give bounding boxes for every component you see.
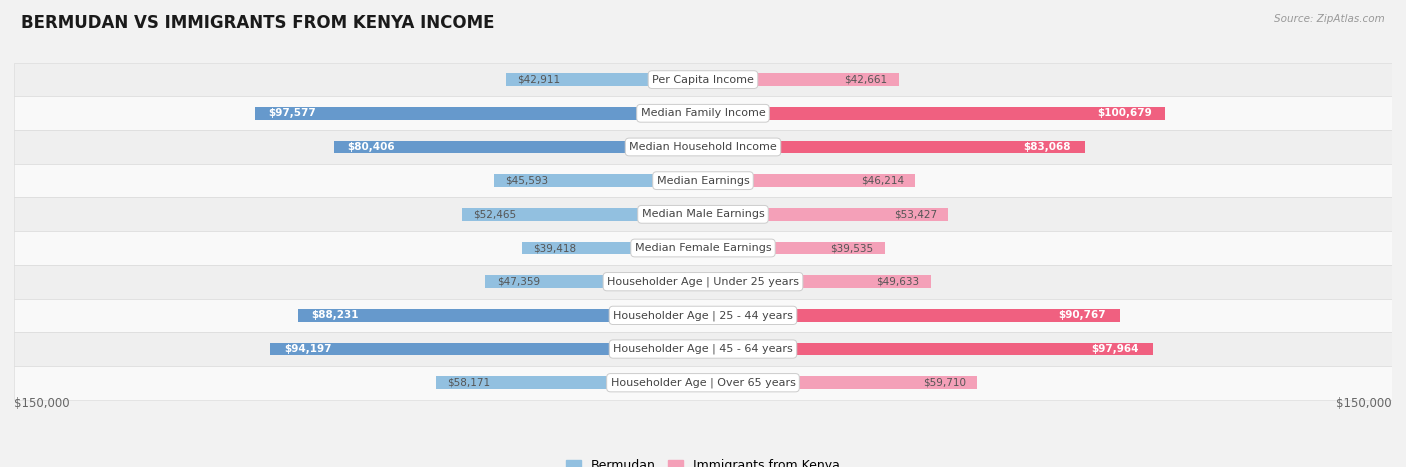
- FancyBboxPatch shape: [14, 164, 1392, 198]
- Text: $39,418: $39,418: [533, 243, 576, 253]
- Text: $58,171: $58,171: [447, 378, 491, 388]
- FancyBboxPatch shape: [14, 97, 1392, 130]
- Text: $46,214: $46,214: [860, 176, 904, 186]
- Text: Median Household Income: Median Household Income: [628, 142, 778, 152]
- Text: $150,000: $150,000: [1336, 397, 1392, 410]
- Bar: [703, 275, 931, 288]
- Text: Householder Age | Over 65 years: Householder Age | Over 65 years: [610, 377, 796, 388]
- FancyBboxPatch shape: [14, 366, 1392, 400]
- FancyBboxPatch shape: [14, 298, 1392, 332]
- Bar: [703, 107, 1166, 120]
- Bar: [270, 343, 703, 355]
- Text: Median Female Earnings: Median Female Earnings: [634, 243, 772, 253]
- Text: $52,465: $52,465: [474, 209, 516, 219]
- Text: $59,710: $59,710: [922, 378, 966, 388]
- Bar: [436, 376, 703, 389]
- Text: BERMUDAN VS IMMIGRANTS FROM KENYA INCOME: BERMUDAN VS IMMIGRANTS FROM KENYA INCOME: [21, 14, 495, 32]
- FancyBboxPatch shape: [14, 332, 1392, 366]
- Text: $42,661: $42,661: [845, 75, 887, 85]
- Text: $47,359: $47,359: [496, 276, 540, 287]
- Text: $94,197: $94,197: [284, 344, 332, 354]
- Text: $97,964: $97,964: [1091, 344, 1139, 354]
- Bar: [703, 343, 1153, 355]
- Bar: [522, 241, 703, 255]
- Bar: [333, 141, 703, 153]
- Text: $150,000: $150,000: [14, 397, 70, 410]
- FancyBboxPatch shape: [14, 231, 1392, 265]
- Text: $42,911: $42,911: [517, 75, 561, 85]
- Text: $80,406: $80,406: [347, 142, 395, 152]
- Bar: [703, 174, 915, 187]
- Text: $53,427: $53,427: [894, 209, 936, 219]
- Bar: [703, 141, 1084, 153]
- Bar: [463, 208, 703, 221]
- Legend: Bermudan, Immigrants from Kenya: Bermudan, Immigrants from Kenya: [561, 454, 845, 467]
- Bar: [703, 376, 977, 389]
- Text: $88,231: $88,231: [312, 311, 359, 320]
- Text: Per Capita Income: Per Capita Income: [652, 75, 754, 85]
- Bar: [703, 309, 1121, 322]
- Text: Median Male Earnings: Median Male Earnings: [641, 209, 765, 219]
- Bar: [506, 73, 703, 86]
- Bar: [703, 241, 884, 255]
- FancyBboxPatch shape: [14, 130, 1392, 164]
- Text: $90,767: $90,767: [1059, 311, 1107, 320]
- Bar: [485, 275, 703, 288]
- Bar: [703, 73, 898, 86]
- Text: Householder Age | 45 - 64 years: Householder Age | 45 - 64 years: [613, 344, 793, 354]
- Bar: [298, 309, 703, 322]
- Text: $45,593: $45,593: [505, 176, 548, 186]
- Text: $100,679: $100,679: [1097, 108, 1152, 118]
- Text: $97,577: $97,577: [269, 108, 316, 118]
- Bar: [703, 208, 949, 221]
- Text: $39,535: $39,535: [830, 243, 873, 253]
- Text: $49,633: $49,633: [876, 276, 920, 287]
- Text: $83,068: $83,068: [1024, 142, 1071, 152]
- Text: Median Earnings: Median Earnings: [657, 176, 749, 186]
- FancyBboxPatch shape: [14, 63, 1392, 97]
- Text: Householder Age | Under 25 years: Householder Age | Under 25 years: [607, 276, 799, 287]
- FancyBboxPatch shape: [14, 265, 1392, 298]
- FancyBboxPatch shape: [14, 198, 1392, 231]
- Bar: [494, 174, 703, 187]
- Text: Source: ZipAtlas.com: Source: ZipAtlas.com: [1274, 14, 1385, 24]
- Bar: [254, 107, 703, 120]
- Text: Householder Age | 25 - 44 years: Householder Age | 25 - 44 years: [613, 310, 793, 321]
- Text: Median Family Income: Median Family Income: [641, 108, 765, 118]
